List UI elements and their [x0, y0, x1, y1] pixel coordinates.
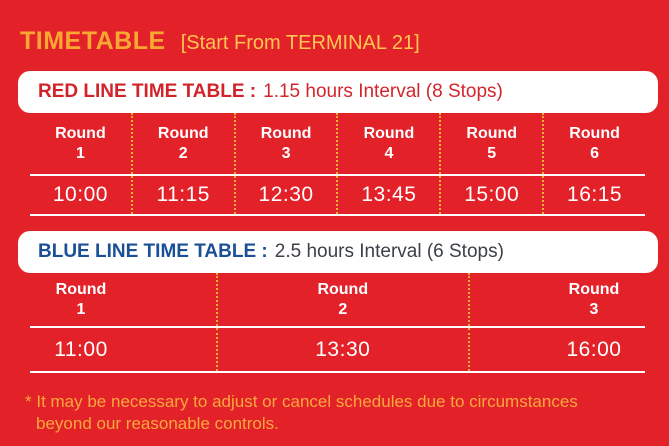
round-header-cell: Round 2 — [215, 273, 468, 326]
round-label: Round 3 — [260, 125, 312, 162]
page-title: TIMETABLE — [20, 27, 166, 55]
round-header-cell: Round 1 — [30, 113, 131, 174]
round-label: Round 1 — [55, 281, 107, 318]
time-cell: 11:00 — [30, 328, 216, 371]
departure-time: 16:00 — [566, 337, 622, 361]
time-cell: 16:00 — [467, 328, 645, 371]
blue-line-table: Round 1 Round 2 Round 3 11:00 13:30 1 — [30, 273, 645, 373]
departure-time: 16:15 — [567, 183, 623, 206]
footnote-line2: beyond our reasonable controls. — [36, 413, 279, 433]
time-cell: 16:15 — [542, 176, 645, 214]
blue-line-title: BLUE LINE TIME TABLE : — [38, 241, 268, 262]
departure-time: 11:00 — [54, 337, 108, 361]
round-header-cell: Round 6 — [542, 113, 645, 174]
red-line-title-card: RED LINE TIME TABLE : 1.15 hours Interva… — [18, 71, 658, 113]
round-label: Round 5 — [466, 125, 518, 162]
blue-line-title-card: BLUE LINE TIME TABLE : 2.5 hours Interva… — [18, 231, 658, 273]
red-line-interval: 1.15 hours Interval (8 Stops) — [263, 81, 503, 102]
round-label: Round 6 — [569, 125, 620, 162]
departure-time: 13:45 — [361, 183, 417, 206]
departure-time: 10:00 — [52, 183, 108, 206]
round-header-cell: Round 2 — [130, 113, 234, 174]
time-cell: 13:30 — [215, 328, 468, 371]
row-divider-line — [30, 371, 645, 373]
blue-time-row: 11:00 13:30 16:00 — [30, 328, 645, 371]
disclaimer-footnote: * It may be necessary to adjust or cance… — [25, 391, 639, 435]
round-label: Round 2 — [157, 125, 209, 162]
time-cell: 11:15 — [130, 176, 234, 214]
row-divider-line — [30, 214, 645, 216]
round-label: Round 3 — [568, 281, 620, 318]
row-divider-line — [30, 326, 645, 328]
red-line-table: Round 1 Round 2 Round 3 Round 4 — [30, 113, 645, 216]
poster-header: TIMETABLE [Start From TERMINAL 21] — [0, 0, 669, 56]
red-round-header-row: Round 1 Round 2 Round 3 Round 4 — [30, 113, 645, 174]
round-header-cell: Round 1 — [30, 273, 216, 326]
time-cell: 15:00 — [439, 176, 542, 214]
blue-line-interval: 2.5 hours Interval (6 Stops) — [274, 241, 504, 262]
footnote-asterisk: * — [25, 392, 37, 411]
time-cell: 12:30 — [233, 176, 337, 214]
row-divider-line — [30, 174, 645, 176]
departure-time: 12:30 — [258, 183, 314, 206]
footnote-line1: It may be necessary to adjust or cancel … — [36, 392, 578, 411]
blue-round-header-row: Round 1 Round 2 Round 3 — [30, 273, 645, 326]
round-label: Round 1 — [55, 125, 106, 162]
time-cell: 13:45 — [336, 176, 439, 214]
round-label: Round 4 — [363, 125, 415, 162]
round-header-cell: Round 3 — [233, 113, 337, 174]
departure-time: 13:30 — [315, 337, 371, 361]
round-header-cell: Round 4 — [336, 113, 439, 174]
round-label: Round 2 — [317, 281, 369, 318]
round-header-cell: Round 5 — [439, 113, 542, 174]
time-cell: 10:00 — [30, 176, 131, 214]
red-time-row: 10:00 11:15 12:30 13:45 15:00 16:15 — [30, 176, 645, 214]
departure-time: 15:00 — [464, 183, 520, 206]
red-line-title: RED LINE TIME TABLE : — [38, 81, 257, 102]
round-header-cell: Round 3 — [467, 273, 645, 326]
departure-time: 11:15 — [156, 183, 210, 206]
page-subtitle: [Start From TERMINAL 21] — [180, 32, 420, 54]
